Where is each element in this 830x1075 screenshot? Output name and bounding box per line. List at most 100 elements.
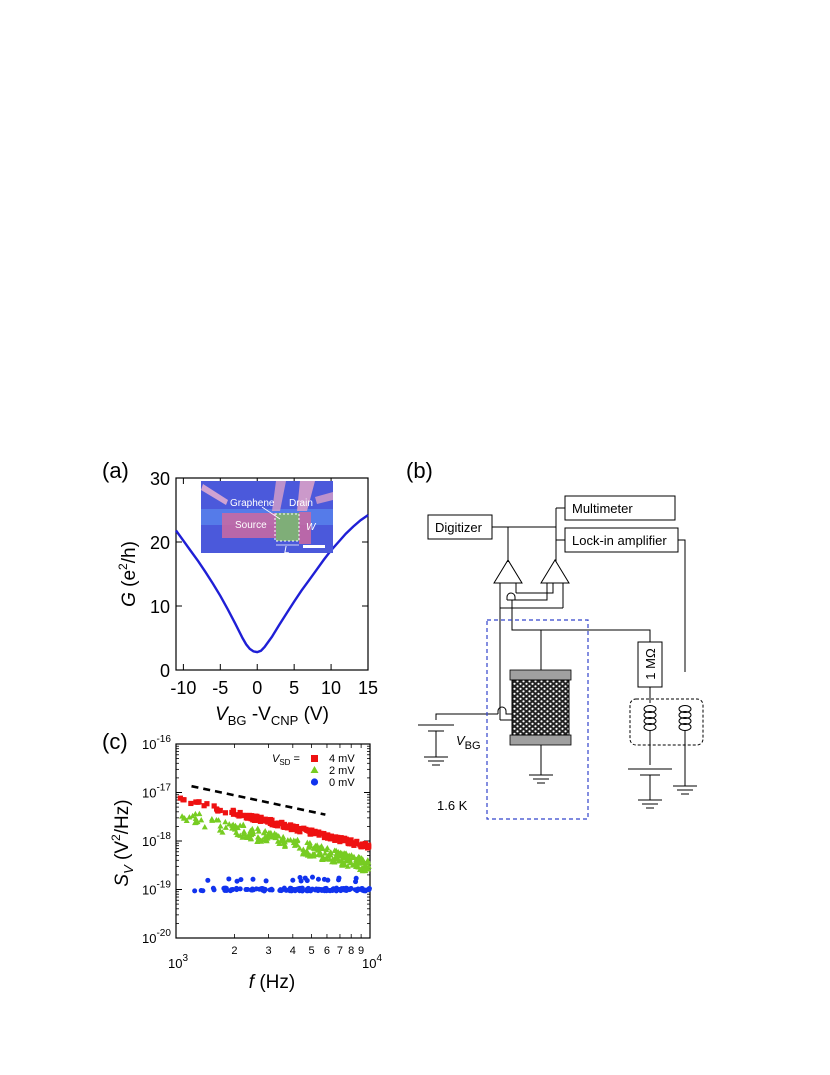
data-point-0mV (321, 876, 327, 882)
data-point-2mV (319, 855, 326, 861)
data-point-0mV (269, 886, 275, 892)
wire (678, 539, 686, 672)
y-tick-label: 20 (150, 533, 170, 553)
data-point-2mV (219, 829, 226, 835)
data-point-0mV (249, 887, 255, 893)
data-point-0mV (278, 888, 284, 894)
data-point-2mV (349, 862, 356, 868)
data-point-2mV (362, 867, 369, 874)
data-point-2mV (341, 861, 348, 868)
data-point-4mV (296, 826, 302, 833)
data-point-2mV (296, 845, 303, 851)
data-point-4mV (236, 812, 243, 818)
data-point-0mV (336, 877, 342, 883)
data-point-0mV (261, 888, 267, 894)
data-point-2mV (364, 857, 371, 863)
data-point-4mV (309, 829, 315, 835)
data-point-4mV (289, 824, 295, 830)
data-point-2mV (363, 860, 370, 866)
data-point-4mV (345, 840, 351, 846)
x-tick-label: 7 (337, 945, 343, 957)
data-point-2mV (299, 850, 306, 857)
data-point-0mV (330, 887, 336, 893)
data-point-2mV (304, 849, 311, 855)
legend-label-0mV: 0 mV (329, 777, 355, 789)
lockin-label: Lock-in amplifier (572, 533, 667, 548)
multimeter-label: Multimeter (572, 501, 633, 516)
data-point-4mV (336, 836, 342, 843)
data-point-4mV (333, 834, 339, 840)
conductance-chart: -10 -5 0 5 10 15 0 10 20 30 Graphene Drain Source… (116, 469, 378, 728)
data-point-4mV (293, 823, 300, 830)
legend-title: VSD = (272, 753, 300, 767)
data-point-2mV (230, 821, 237, 828)
data-point-0mV (316, 886, 322, 892)
data-point-4mV (281, 824, 287, 830)
amplifier-right (540, 559, 570, 584)
inset-label-drain: Drain (289, 498, 313, 509)
data-point-4mV (348, 841, 355, 847)
inset-label-graphene: Graphene (230, 498, 275, 509)
data-point-2mV (189, 812, 196, 819)
data-point-2mV (250, 828, 257, 835)
data-point-2mV (356, 866, 363, 873)
x-tick-label: -5 (212, 678, 228, 698)
graphene-lattice (511, 679, 570, 736)
data-point-4mV (254, 813, 260, 819)
legend-label-2mV: 2 mV (329, 765, 355, 777)
data-point-4mV (196, 799, 202, 805)
data-point-4mV (251, 814, 257, 820)
data-point-4mV (251, 817, 257, 823)
data-point-4mV (328, 835, 335, 841)
data-point-4mV (318, 830, 324, 836)
data-point-2mV (294, 836, 301, 843)
x-tick-label: 5 (289, 678, 299, 698)
data-point-2mV (322, 850, 329, 856)
data-point-4mV (230, 807, 236, 813)
data-point-4mV (312, 830, 318, 836)
data-point-2mV (314, 842, 321, 848)
data-point-2mV (365, 863, 372, 869)
data-point-4mV (325, 833, 331, 840)
data-point-2mV (201, 823, 208, 830)
data-point-2mV (241, 831, 248, 837)
wire (516, 583, 554, 594)
data-point-2mV (357, 860, 364, 866)
data-point-4mV (284, 824, 291, 830)
temperature-label: 1.6 K (437, 798, 468, 813)
data-point-2mV (260, 829, 267, 836)
data-point-2mV (222, 818, 229, 825)
data-point-2mV (306, 839, 313, 846)
data-point-2mV (248, 835, 255, 841)
data-point-2mV (241, 828, 248, 835)
data-point-0mV (290, 877, 296, 883)
drain-electrode (299, 512, 311, 544)
data-point-2mV (337, 852, 344, 858)
data-point-0mV (237, 886, 243, 892)
data-point-2mV (300, 846, 307, 852)
data-point-2mV (192, 810, 199, 817)
data-point-4mV (269, 817, 275, 823)
legend-marker-2mV (310, 766, 319, 773)
data-point-2mV (353, 856, 360, 863)
data-point-2mV (271, 833, 278, 840)
data-point-2mV (346, 857, 353, 863)
data-point-0mV (352, 887, 358, 893)
data-point-2mV (254, 838, 261, 844)
data-point-4mV (188, 800, 194, 807)
data-point-4mV (281, 821, 288, 828)
data-point-4mV (180, 797, 186, 803)
electrode-lead (272, 481, 286, 511)
data-point-4mV (321, 834, 328, 841)
data-point-0mV (226, 876, 232, 882)
cryostat-boundary (486, 619, 589, 820)
data-point-2mV (334, 852, 341, 858)
data-point-4mV (201, 803, 207, 809)
legend-marker-4mV (311, 755, 318, 762)
data-point-2mV (337, 849, 344, 856)
data-point-0mV (200, 888, 206, 894)
data-point-2mV (326, 851, 333, 858)
y-axis-label-a: G (e2/h) (116, 541, 140, 607)
data-point-0mV (333, 888, 339, 894)
